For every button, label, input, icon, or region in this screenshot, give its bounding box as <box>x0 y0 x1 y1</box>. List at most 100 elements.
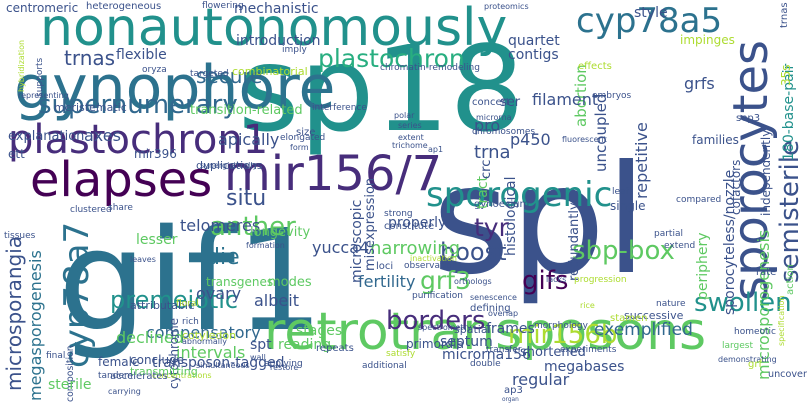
word: imply <box>282 45 307 55</box>
word: rich <box>182 317 199 327</box>
word: style <box>634 5 668 21</box>
word: final <box>46 351 66 361</box>
word: microsporangia <box>2 235 26 391</box>
word: transmitting <box>130 365 198 378</box>
word: leaf <box>612 187 629 197</box>
word: sep3 <box>736 113 761 124</box>
word: introduction <box>236 33 321 49</box>
word: telomeres <box>180 216 261 235</box>
word: series <box>398 121 422 130</box>
word: sporogenic <box>426 175 613 215</box>
word: megasporogenesis <box>26 250 45 401</box>
word: histological <box>503 176 519 256</box>
word: ap3 <box>504 385 523 396</box>
word: sbp-box <box>572 236 675 266</box>
word: supports <box>35 57 45 97</box>
word: elapses <box>30 152 213 208</box>
word: 35s <box>779 64 793 86</box>
word: compared <box>676 195 722 205</box>
word: transition-related <box>190 103 303 118</box>
word: clustered <box>70 205 112 215</box>
word: cotyledon <box>182 329 237 342</box>
word: frames <box>486 321 535 337</box>
word: specification <box>777 295 786 346</box>
word: mir156/7 <box>224 146 443 202</box>
word: overlap <box>488 309 519 318</box>
word: purification <box>412 291 463 301</box>
word: spl <box>432 134 648 308</box>
word: form <box>290 143 309 152</box>
word: accelerates <box>110 371 168 382</box>
word: anther <box>210 212 296 242</box>
word: grf <box>748 359 762 370</box>
word: microrna <box>476 113 512 122</box>
word: filament <box>532 90 599 109</box>
word: centromeric <box>6 1 79 15</box>
word: regular <box>512 370 570 389</box>
word: combinatorial <box>232 65 308 78</box>
word: concentrations <box>152 371 212 380</box>
word: cofactors <box>729 159 743 215</box>
word: die <box>206 245 240 270</box>
word: periphery <box>695 232 711 300</box>
word: rice <box>580 301 595 310</box>
word: tissues <box>4 231 36 241</box>
word: trnas <box>779 2 790 28</box>
word: demonstrating <box>718 355 777 364</box>
word: grf3 <box>420 266 471 295</box>
word: extent <box>398 133 424 142</box>
word: boost <box>440 238 507 266</box>
word: composition <box>65 345 76 402</box>
word: trnas <box>64 46 116 70</box>
word: spatial <box>454 323 491 336</box>
word: plastochron1 <box>8 117 269 163</box>
word: trna <box>474 142 511 163</box>
word: synergistically <box>200 161 258 170</box>
word: representing <box>18 91 69 100</box>
word: additional <box>362 361 407 371</box>
word: female <box>98 355 140 369</box>
word: progression <box>574 275 627 285</box>
word: independently <box>759 129 773 216</box>
word: ap1 <box>428 145 444 154</box>
word: mir156b <box>508 320 618 350</box>
word: supernumerary <box>38 90 238 120</box>
word: satisfy <box>386 349 416 359</box>
word: transposon-tagged <box>152 355 285 371</box>
word: defining <box>470 303 511 314</box>
word: tyr <box>474 213 509 242</box>
word: largest <box>722 341 754 351</box>
word: nature <box>656 299 686 309</box>
word: observations <box>404 261 462 271</box>
word: floral <box>176 299 199 309</box>
word: reading <box>278 337 332 353</box>
word: sp18 <box>238 20 525 158</box>
word: crc <box>479 159 494 179</box>
word: misexpression <box>363 177 378 271</box>
word: cyp78a5 <box>576 1 723 41</box>
word: compensatory <box>146 323 261 342</box>
word: stamen <box>610 313 648 324</box>
word: simultaneous <box>196 361 250 370</box>
word: megabases <box>544 359 625 375</box>
word: quartet <box>508 33 560 49</box>
word: strong <box>384 209 413 219</box>
word: microscopic <box>349 199 365 283</box>
word: single <box>610 199 646 213</box>
word: leaves <box>130 255 156 264</box>
word: share <box>108 203 133 213</box>
word: meristematic <box>54 101 127 114</box>
word: axes <box>84 126 121 145</box>
word: constitute <box>384 221 435 232</box>
word: pro <box>474 116 501 135</box>
word: plastochron <box>318 44 465 73</box>
word: ett <box>8 147 25 161</box>
word: duplications <box>196 159 263 172</box>
word: contigs <box>508 47 559 63</box>
word: gynophore <box>14 53 336 123</box>
word: nonautonomously <box>40 0 508 58</box>
word: embryos <box>592 91 632 101</box>
word: swollen <box>694 288 792 318</box>
word: targeted <box>190 69 229 79</box>
